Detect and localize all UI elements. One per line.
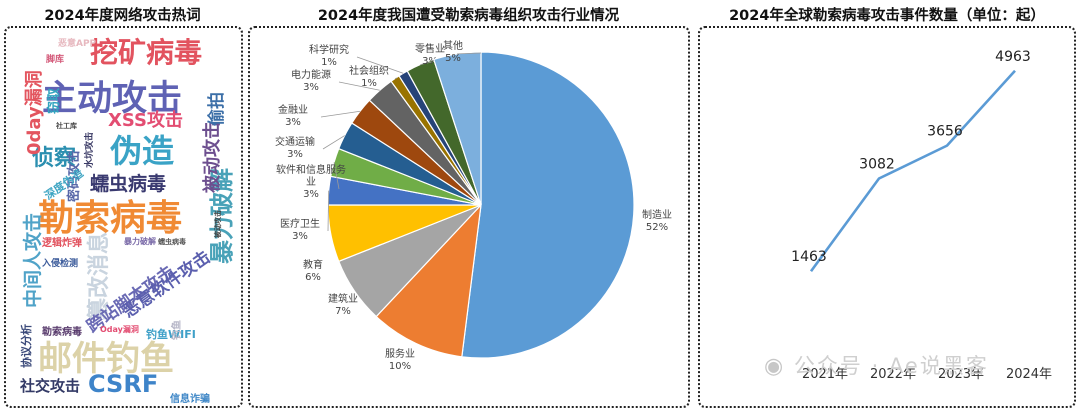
- slice-label: 建筑业: [328, 292, 358, 305]
- word: 邮件钓鱼: [38, 339, 174, 379]
- leader-line: [322, 135, 345, 150]
- line-frame: [698, 26, 1076, 408]
- word: 密码攻击: [66, 150, 82, 203]
- slice-percent: 3%: [303, 82, 319, 93]
- data-label: 1463: [791, 249, 827, 265]
- word: 水坑攻击: [83, 132, 95, 168]
- line-panel: 2024年全球勒索病毒攻击事件数量（单位：起） 1463 3082 3656 4963…: [694, 0, 1080, 411]
- x-tick-label: 2021年: [802, 367, 848, 382]
- word: 信息诈骗: [170, 392, 210, 405]
- pie-slice: [461, 51, 635, 359]
- word: 侦察: [32, 145, 77, 171]
- x-tick-label: 2024年: [1006, 367, 1052, 382]
- slice-label: 软件和信息服务: [276, 163, 346, 176]
- slice-percent: 5%: [445, 53, 461, 64]
- slice-label: 金融业: [278, 103, 308, 116]
- data-label: 3656: [927, 124, 963, 140]
- slice-label: 社会组织: [349, 64, 389, 77]
- leader-line: [457, 52, 482, 55]
- wordcloud-panel: 2024年度网络攻击热词 挖矿病毒 主动攻击 勒索病毒 伪造 邮件钓鱼 暴力破解…: [0, 0, 245, 411]
- pie-panel: 2024年度我国遭受勒索病毒组织攻击行业情况 制造业 52% 服务业 10% 建筑业 7%…: [245, 0, 692, 411]
- data-label: 4963: [995, 49, 1031, 65]
- word: 暴力破解: [123, 236, 156, 246]
- word: 伪造: [110, 132, 174, 170]
- word: 入侵检测: [41, 257, 78, 269]
- word: 社工库: [55, 121, 77, 130]
- slice-label: 业: [306, 176, 316, 188]
- line-title: 2024年全球勒索病毒攻击事件数量（单位：起）: [729, 8, 1045, 24]
- word: 蠕虫病毒: [90, 172, 166, 195]
- word: 篡改消息: [86, 232, 112, 320]
- pie-slice: [375, 203, 482, 358]
- slice-label: 交通运输: [275, 135, 315, 148]
- word: 逻辑炸弹: [42, 236, 82, 249]
- word: 协议分析: [19, 324, 33, 368]
- word: 勒索病毒: [42, 325, 82, 338]
- slice-percent: 6%: [305, 272, 321, 283]
- slice-label: 其他: [443, 39, 463, 52]
- slice-percent: 1%: [321, 57, 337, 68]
- leader-line: [327, 190, 330, 232]
- x-tick-label: 2022年: [870, 367, 916, 382]
- slice-label: 服务业: [385, 347, 415, 360]
- slice-percent: 3%: [285, 117, 301, 128]
- slice-percent: 3%: [303, 189, 319, 200]
- word: CSRF: [88, 370, 158, 398]
- watermark-text: 公众号 · Ae说黑客: [793, 354, 989, 378]
- slice-percent: 3%: [422, 56, 438, 67]
- pie-title: 2024年度我国遭受勒索病毒组织攻击行业情况: [317, 8, 620, 24]
- wechat-icon: ◉: [764, 354, 786, 379]
- slice-percent: 3%: [287, 149, 303, 160]
- leader-line: [320, 110, 361, 118]
- slice-percent: 1%: [361, 78, 377, 89]
- slice-label: 科学研究: [309, 43, 349, 56]
- word: 脚库: [46, 53, 64, 65]
- word: 勒索病毒: [38, 198, 182, 239]
- word: 钓鱼: [170, 320, 183, 340]
- wordcloud-title: 2024年度网络攻击热词: [44, 8, 201, 24]
- slice-percent: 52%: [646, 222, 668, 233]
- wordcloud-svg: 挖矿病毒 主动攻击 勒索病毒 伪造 邮件钓鱼 暴力破解 CSRF XSS攻击 侦…: [19, 36, 236, 405]
- pie-svg: 制造业52%服务业10%建筑业7%教育6%医疗卫生3%软件和信息服务业3%交通运…: [275, 39, 672, 372]
- word: Oday漏洞: [100, 324, 139, 334]
- slice-label: 教育: [303, 258, 323, 271]
- slice-label: 电力能源: [291, 68, 331, 81]
- word: 被动攻击: [201, 121, 223, 193]
- slice-percent: 3%: [292, 231, 308, 242]
- watermark: ◉ 公众号 · Ae说黑客: [764, 350, 989, 380]
- word: 被动攻击: [213, 210, 222, 238]
- line-svg: 1463 3082 3656 4963 2021年 2022年 2023年 2024年: [791, 49, 1052, 382]
- slice-percent: 10%: [389, 361, 411, 372]
- pie-frame: [248, 26, 690, 408]
- series-line: [809, 69, 1016, 272]
- word: 挖矿病毒: [90, 36, 202, 69]
- word: XSS攻击: [108, 109, 183, 131]
- word: 窃取: [46, 87, 62, 114]
- word: 钓鱼WIFI: [146, 327, 196, 341]
- wordcloud-frame: [4, 26, 243, 408]
- word: 恶意软件攻击: [119, 246, 215, 322]
- word: 恶意APP: [58, 37, 97, 49]
- word: 中间人攻击: [21, 213, 44, 308]
- x-tick-label: 2023年: [938, 367, 984, 382]
- word: 蠕虫病毒: [158, 237, 186, 246]
- slice-label: 制造业: [642, 208, 672, 221]
- slice-label: 医疗卫生: [280, 217, 320, 230]
- word: 0day漏洞: [24, 70, 45, 155]
- leader-line: [333, 162, 340, 190]
- leader-line: [356, 56, 404, 74]
- slice-label: 零售业: [415, 42, 445, 55]
- slice-percent: 7%: [335, 306, 351, 317]
- word: 暴力破解: [208, 168, 236, 264]
- word: 社交攻击: [19, 377, 80, 395]
- leader-line: [338, 81, 380, 91]
- word: 偷拍: [206, 92, 227, 126]
- word: 主动攻击: [42, 79, 182, 119]
- data-label: 3082: [859, 156, 895, 172]
